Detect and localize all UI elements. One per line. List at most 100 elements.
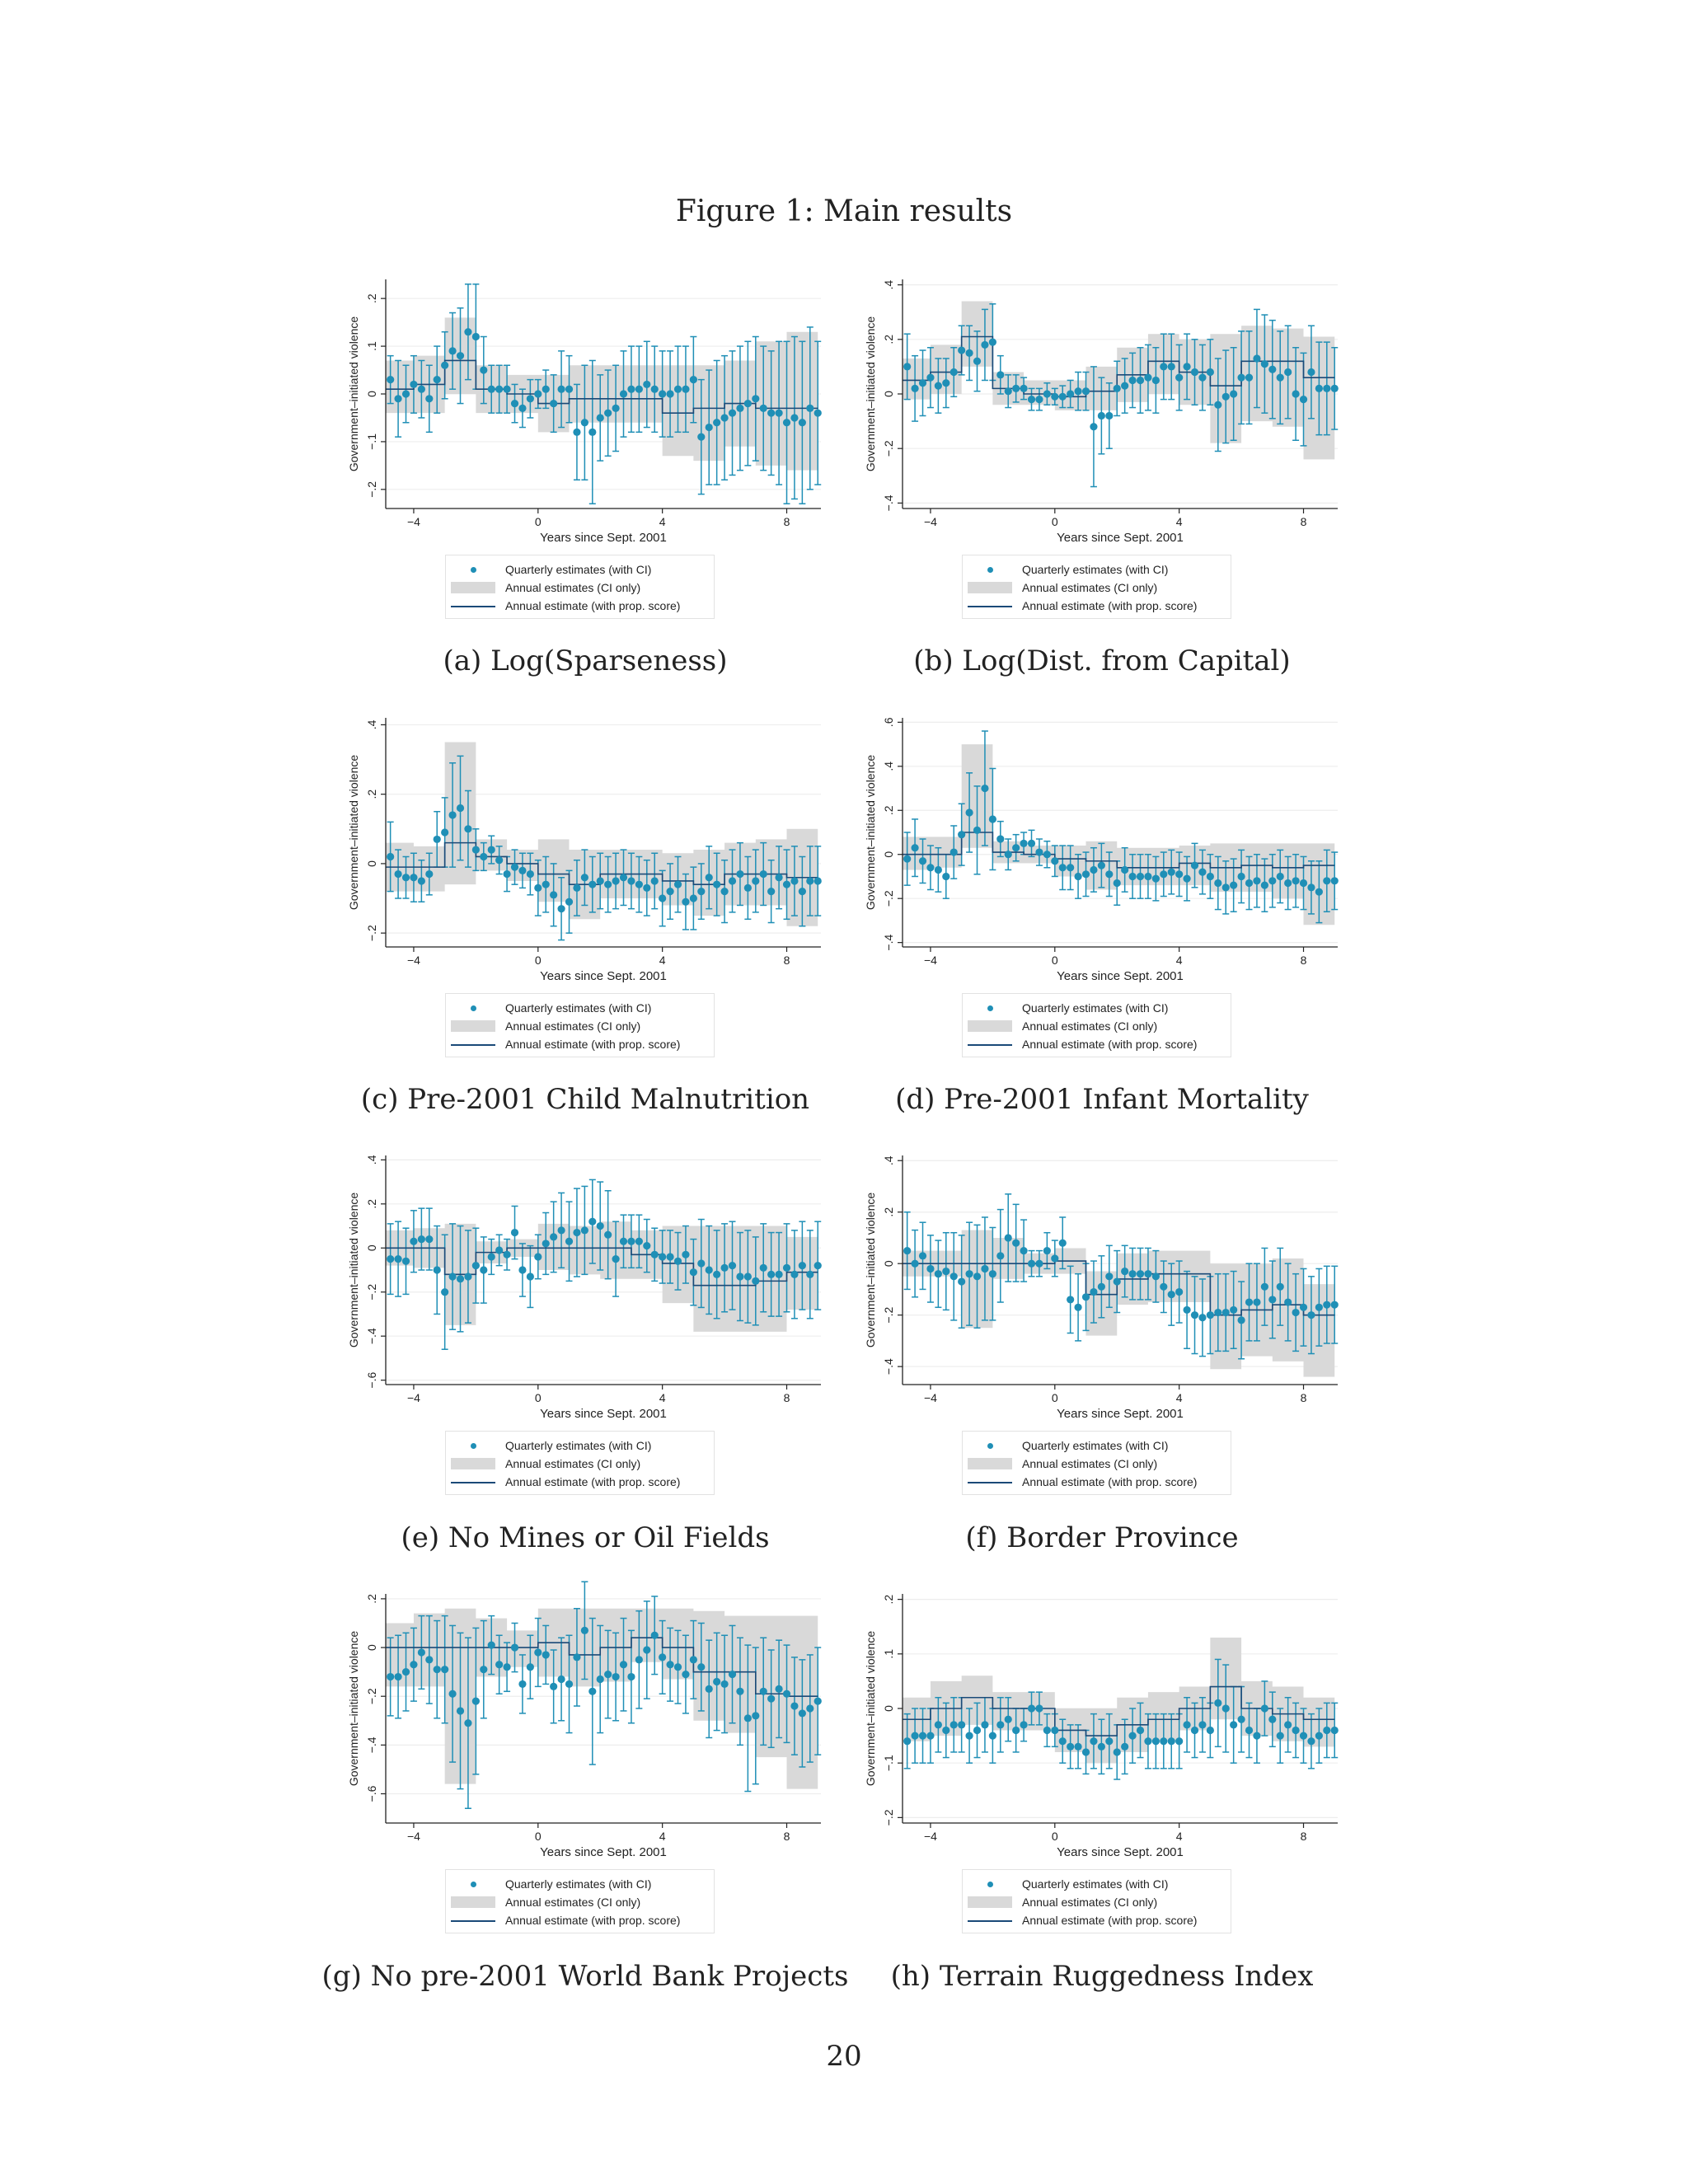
- quarterly-point: [1214, 1308, 1222, 1317]
- quarterly-point: [1160, 870, 1168, 879]
- quarterly-point: [627, 1237, 635, 1245]
- quarterly-point: [1198, 1314, 1207, 1322]
- caption-a: (a) Log(Sparseness): [443, 644, 728, 677]
- quarterly-point: [612, 1672, 620, 1681]
- quarterly-point: [1323, 384, 1331, 392]
- quarterly-point: [1237, 1715, 1245, 1723]
- quarterly-point: [1020, 1246, 1028, 1255]
- x-tick-label: 0: [1052, 1830, 1058, 1843]
- quarterly-point: [401, 874, 410, 882]
- quarterly-point: [1315, 888, 1323, 896]
- quarterly-point: [806, 877, 814, 885]
- quarterly-point: [767, 1270, 776, 1278]
- quarterly-point: [911, 1259, 919, 1268]
- quarterly-point: [1307, 1311, 1315, 1319]
- quarterly-point: [650, 1250, 659, 1258]
- quarterly-point: [495, 1246, 504, 1254]
- quarterly-point: [911, 844, 919, 852]
- legend: Quarterly estimates (with CI) Annual est…: [962, 993, 1231, 1057]
- quarterly-point: [1004, 387, 1012, 396]
- quarterly-point: [580, 419, 588, 427]
- quarterly-point: [1027, 1704, 1036, 1713]
- quarterly-point: [1144, 1270, 1152, 1278]
- page-number: 20: [826, 2040, 862, 2073]
- x-axis-title: Years since Sept. 2001: [540, 531, 667, 545]
- legend-quarterly: Quarterly estimates (with CI): [1022, 563, 1169, 576]
- quarterly-point: [604, 880, 612, 888]
- y-tick-label: −.2: [882, 440, 895, 457]
- quarterly-point: [1097, 1742, 1105, 1750]
- quarterly-point: [635, 1656, 643, 1664]
- x-tick-label: 4: [1176, 954, 1183, 967]
- legend-annual-line: Annual estimate (with prop. score): [505, 1475, 681, 1488]
- y-tick-label: .2: [882, 1595, 895, 1605]
- quarterly-point: [926, 1732, 935, 1740]
- quarterly-point: [713, 1270, 721, 1278]
- quarterly-point: [448, 1690, 457, 1698]
- point-swatch: [451, 1440, 495, 1451]
- legend-annual-ci: Annual estimates (CI only): [505, 1019, 641, 1033]
- quarterly-point: [705, 1685, 713, 1693]
- quarterly-point: [1128, 872, 1137, 881]
- panel-b: −.4 −.2 0 .2 .4 −4 0 4 8 Years since Sept. 2001 Go…: [846, 276, 1339, 619]
- point-swatch: [451, 564, 495, 575]
- quarterly-point: [1315, 1303, 1323, 1311]
- quarterly-point: [682, 385, 690, 393]
- quarterly-point: [1144, 373, 1152, 382]
- quarterly-point: [394, 869, 402, 879]
- annual-ci-band: [386, 742, 818, 926]
- quarterly-point: [1058, 392, 1067, 401]
- quarterly-point: [1276, 872, 1284, 881]
- line-swatch: [968, 1476, 1012, 1488]
- quarterly-point: [643, 883, 651, 892]
- quarterly-point: [1160, 1737, 1168, 1746]
- quarterly-point: [518, 1680, 527, 1689]
- quarterly-point: [635, 1237, 643, 1245]
- chart-b: −.4 −.2 0 .2 .4 −4 0 4 8 Years since Sept. 2001 Go…: [864, 279, 1339, 545]
- quarterly-point: [775, 1270, 783, 1278]
- quarterly-point: [1299, 879, 1308, 888]
- legend-annual-line: Annual estimate (with prop. score): [1022, 1038, 1198, 1051]
- chart-d: −.4 −.2 0 .2 .4 .6 −4 0 4 8 Years since Sept. 2001…: [864, 717, 1339, 983]
- quarterly-point: [988, 1270, 996, 1278]
- quarterly-point: [1035, 848, 1043, 856]
- annual-estimate-line: [903, 832, 1335, 869]
- y-tick-label: 0: [365, 1644, 378, 1651]
- caption-c: (c) Pre-2001 Child Malnutrition: [360, 1083, 810, 1116]
- quarterly-point: [480, 366, 488, 374]
- quarterly-point: [918, 1732, 927, 1740]
- quarterly-point: [713, 419, 721, 427]
- quarterly-point: [1113, 1277, 1121, 1286]
- y-tick-label: −.4: [365, 1736, 378, 1753]
- y-axis-title: Government–initiated violence: [864, 316, 877, 472]
- quarterly-point: [973, 826, 982, 834]
- quarterly-point: [1230, 1721, 1238, 1729]
- quarterly-point: [604, 1670, 612, 1679]
- x-tick-label: 4: [1176, 1391, 1183, 1404]
- quarterly-point: [495, 856, 504, 865]
- annual-estimate-line: [386, 359, 818, 414]
- quarterly-point: [759, 1687, 767, 1695]
- y-tick-label: −.2: [365, 1284, 378, 1301]
- quarterly-point: [557, 1675, 565, 1684]
- quarterly-point: [1113, 879, 1121, 888]
- quarterly-point: [673, 880, 682, 888]
- quarterly-point: [1067, 864, 1075, 872]
- y-tick-label: .2: [365, 1199, 378, 1209]
- x-tick-label: 8: [1301, 515, 1307, 528]
- band-swatch: [451, 1458, 495, 1469]
- y-tick-label: .2: [882, 1207, 895, 1217]
- caption-g: (g) No pre-2001 World Bank Projects: [321, 1960, 849, 1993]
- quarterly-point: [1268, 877, 1277, 885]
- quarterly-point: [394, 1255, 402, 1263]
- line-swatch: [451, 1038, 495, 1050]
- y-axis-title: Government–initiated violence: [347, 1631, 360, 1787]
- quarterly-point: [417, 1648, 425, 1657]
- quarterly-point: [1035, 1259, 1043, 1268]
- quarterly-point: [495, 1661, 504, 1669]
- quarterly-point: [1051, 1726, 1059, 1735]
- x-tick-label: 0: [535, 1391, 542, 1404]
- y-tick-label: 0: [365, 860, 378, 867]
- quarterly-point: [1307, 883, 1315, 892]
- quarterly-point: [942, 1267, 950, 1276]
